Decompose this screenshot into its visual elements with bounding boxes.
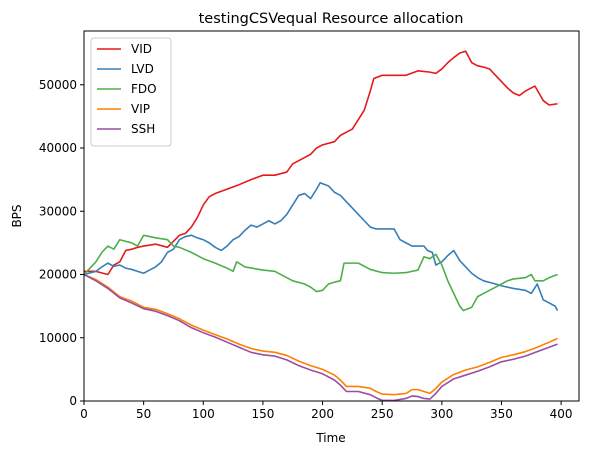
- y-axis-ticks: 0 10000 20000 30000 40000 50000: [39, 78, 84, 408]
- y-tick-label: 10000: [39, 331, 77, 345]
- legend: VID LVD FDO VIP SSH: [90, 37, 172, 147]
- y-tick-label: 0: [69, 394, 77, 408]
- chart-title: testingCSVequal Resource allocation: [199, 11, 464, 27]
- legend-box: [90, 37, 172, 147]
- plot-frame: [83, 30, 580, 402]
- y-tick-label: 50000: [39, 78, 77, 92]
- x-tick-label: 400: [550, 407, 573, 421]
- legend-label-fdo: FDO: [131, 82, 157, 96]
- y-tick-label: 20000: [39, 268, 77, 282]
- x-tick-label: 150: [251, 407, 274, 421]
- x-axis-ticks: 0 50 100 150 200 250 300 350 400: [80, 401, 573, 421]
- series-line-vid: [84, 50, 558, 276]
- series-line-lvd: [83, 181, 559, 311]
- x-axis-label: Time: [315, 431, 345, 445]
- series-line-fdo: [83, 234, 558, 312]
- legend-label-vip: VIP: [131, 102, 150, 116]
- y-tick-label: 30000: [39, 204, 77, 218]
- x-tick-label: 350: [490, 407, 513, 421]
- series-layer: [83, 50, 559, 402]
- x-tick-label: 250: [371, 407, 394, 421]
- legend-label-vid: VID: [131, 42, 152, 56]
- legend-label-ssh: SSH: [131, 122, 155, 136]
- series-line-ssh: [83, 273, 558, 402]
- legend-label-lvd: LVD: [131, 62, 154, 76]
- x-tick-label: 300: [430, 407, 453, 421]
- x-tick-label: 100: [192, 407, 215, 421]
- series-line-vip: [83, 273, 558, 396]
- y-tick-label: 40000: [39, 141, 77, 155]
- x-tick-label: 50: [136, 407, 151, 421]
- x-tick-label: 0: [80, 407, 88, 421]
- x-tick-label: 200: [311, 407, 334, 421]
- y-axis-label: BPS: [10, 204, 24, 227]
